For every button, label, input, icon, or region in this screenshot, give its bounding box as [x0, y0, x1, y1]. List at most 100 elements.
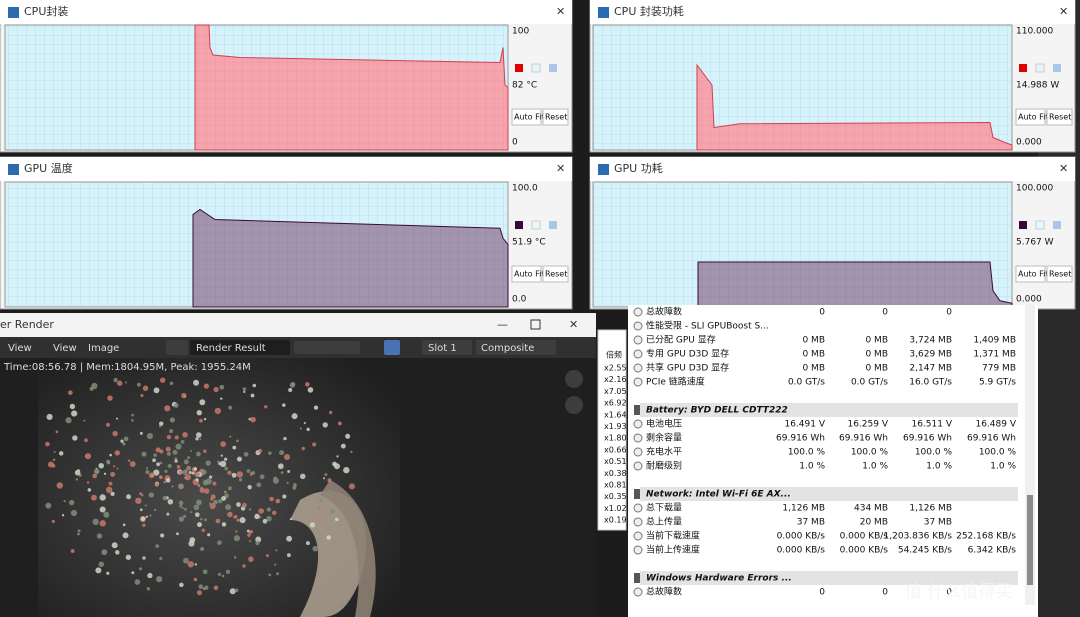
section-title: Network: Intel Wi-Fi 6E AX...	[646, 490, 791, 500]
plant-speck	[276, 572, 279, 576]
plant-speck	[217, 572, 222, 576]
multiplier: x0.51	[604, 457, 627, 466]
row-value: 100.0 %	[915, 448, 953, 458]
plant-speck	[243, 452, 249, 457]
swatch	[1053, 64, 1061, 72]
graph-current: 51.9 °C	[512, 238, 546, 248]
swatch	[531, 63, 541, 73]
maximize[interactable]	[530, 319, 541, 330]
auto-fit-button[interactable]	[1015, 108, 1046, 126]
plant-speck	[287, 470, 291, 473]
plant-speck	[201, 528, 205, 533]
row-value: 6.342 KB/s	[968, 546, 1017, 556]
image-selector[interactable]	[190, 340, 290, 355]
plant-speck	[236, 471, 244, 478]
menu-item[interactable]: View	[53, 343, 77, 354]
plant-speck	[117, 380, 123, 386]
plant-speck	[165, 478, 171, 483]
plant-speck	[139, 431, 143, 435]
auto-fit-button[interactable]	[511, 108, 542, 126]
plant-speck	[250, 416, 256, 423]
plant-speck	[131, 413, 134, 417]
slot-selector[interactable]	[422, 340, 472, 355]
row-value: 37 MB	[797, 518, 825, 528]
row-value: 0.000 KB/s	[777, 546, 826, 556]
plant-speck	[234, 588, 239, 593]
plant-speck	[335, 517, 339, 522]
plant-speck	[203, 417, 207, 421]
plant-speck	[204, 585, 209, 590]
plant-speck	[83, 419, 86, 422]
row-value: 100.0 %	[979, 448, 1017, 458]
plant-speck	[68, 390, 73, 395]
plant-speck	[328, 489, 332, 493]
plant-speck	[126, 494, 131, 500]
plant-speck	[98, 561, 105, 568]
plant-speck	[174, 457, 178, 460]
plant-speck	[99, 520, 106, 527]
reset-button[interactable]	[1046, 108, 1073, 126]
graph-min: 0	[512, 138, 518, 148]
plant-speck	[329, 410, 333, 415]
plant-speck	[284, 453, 291, 460]
row-label: PCIe 链路速度	[646, 376, 705, 388]
plant-speck	[227, 470, 232, 475]
plant-speck	[160, 533, 165, 538]
plant-speck	[217, 540, 222, 546]
row-value: 69.916 Wh	[776, 434, 825, 444]
layer-selector[interactable]	[476, 340, 556, 355]
graph-title: GPU 功耗	[614, 162, 663, 175]
minimize[interactable]: —	[497, 318, 508, 331]
plant-speck	[343, 466, 350, 474]
plant-speck	[160, 377, 166, 383]
plant-speck	[180, 440, 185, 444]
section-icon	[634, 573, 640, 583]
row-value: 1,126 MB	[782, 504, 825, 514]
auto-fit-button[interactable]	[511, 265, 542, 283]
plant-speck	[194, 563, 198, 566]
plant-speck	[223, 490, 227, 494]
plant-speck	[275, 498, 281, 504]
auto-fit-button[interactable]	[1015, 265, 1046, 283]
watermark: 值 什么值得买	[905, 582, 1012, 602]
row-value: 16.259 V	[847, 420, 888, 430]
graph-current: 5.767 W	[1016, 238, 1054, 248]
plant-speck	[283, 436, 287, 441]
plant-speck	[312, 442, 317, 447]
multiplier: x1.93	[604, 422, 627, 431]
plant-speck	[255, 540, 260, 546]
plant-speck	[235, 530, 238, 533]
row-label: 充电水平	[646, 446, 682, 458]
plant-speck	[77, 532, 80, 536]
plant-speck	[56, 482, 63, 489]
reset-button[interactable]	[542, 108, 569, 126]
plant-speck	[61, 514, 65, 517]
reset-button[interactable]	[1046, 265, 1073, 283]
plant-speck	[250, 393, 255, 398]
close[interactable]: ✕	[1059, 162, 1068, 175]
close[interactable]: ✕	[1059, 5, 1068, 18]
plant-speck	[203, 449, 207, 453]
close[interactable]: ✕	[556, 5, 565, 18]
row-value: 0 MB	[865, 336, 888, 346]
plant-speck	[99, 506, 106, 513]
reset-button[interactable]	[542, 265, 569, 283]
graph-min: 0.000	[1016, 138, 1042, 148]
plant-speck	[236, 502, 241, 507]
swatch	[531, 220, 541, 230]
menu-item[interactable]: View	[8, 343, 32, 354]
plant-speck	[330, 492, 334, 495]
multiplier: x7.05	[604, 387, 627, 396]
plant-speck	[55, 430, 59, 434]
plant-speck	[51, 519, 55, 524]
close[interactable]: ✕	[569, 318, 578, 331]
close[interactable]: ✕	[556, 162, 565, 175]
plant-speck	[184, 469, 188, 473]
scrollbar-thumb[interactable]	[1027, 495, 1033, 585]
plant-speck	[195, 432, 202, 438]
plant-speck	[155, 447, 161, 453]
plant-speck	[203, 383, 210, 389]
plant-speck	[112, 430, 118, 437]
menu-item[interactable]: Image	[88, 343, 119, 354]
row-icon	[633, 377, 643, 387]
